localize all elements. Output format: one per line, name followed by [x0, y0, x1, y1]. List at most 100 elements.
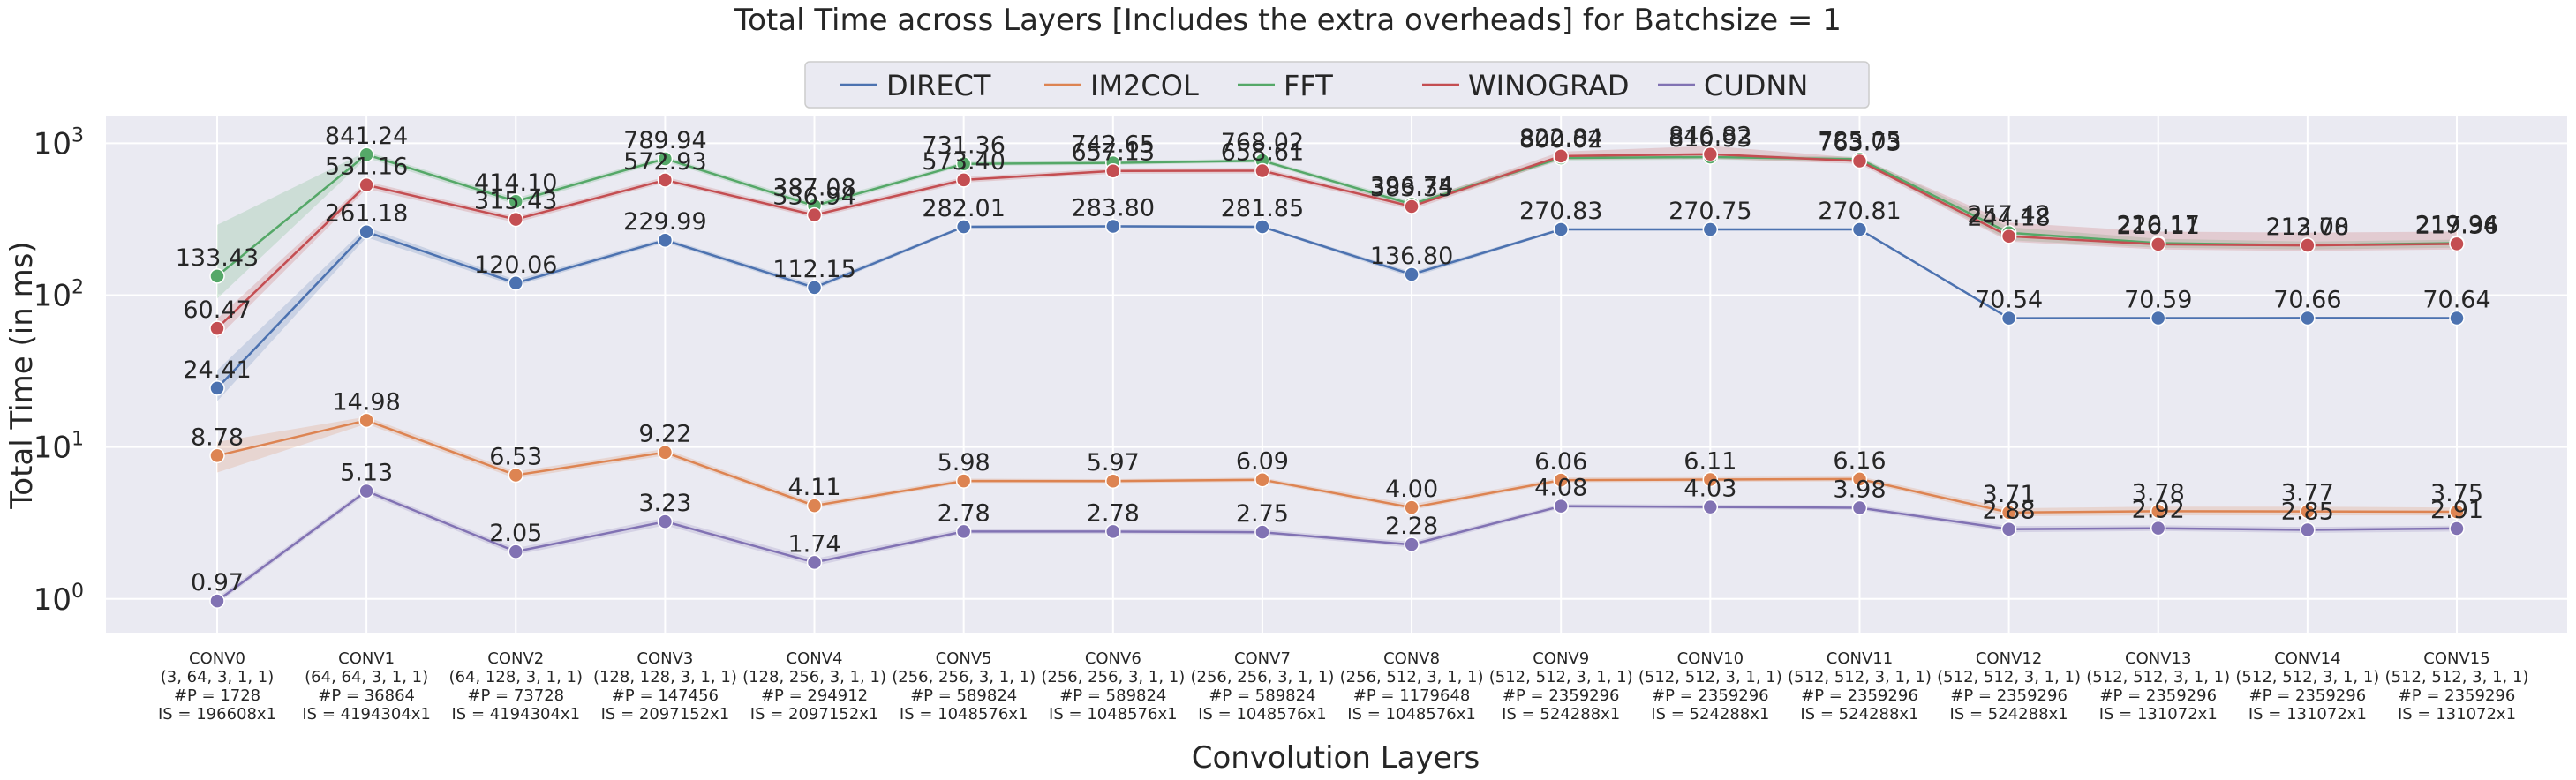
im2col-value-label: 4.00 [1385, 476, 1438, 503]
im2col-value-label: 14.98 [332, 388, 400, 416]
direct-point [1851, 221, 1868, 237]
fft-value-label: 213.08 [2266, 214, 2349, 241]
winograd-value-label: 658.61 [1221, 139, 1304, 167]
im2col-point [806, 498, 823, 514]
winograd-point [1404, 199, 1420, 214]
winograd-point [1254, 162, 1270, 179]
x-axis-ticks: CONV0 (3, 64, 3, 1, 1) #P = 1728 IS = 19660… [158, 649, 2528, 724]
cudnn-value-label: 2.75 [1236, 500, 1289, 528]
cudnn-point [2449, 521, 2465, 536]
winograd-value-label: 383.35 [1370, 175, 1453, 202]
x-tick-label: CONV0 (3, 64, 3, 1, 1) #P = 1728 IS = 19660… [158, 649, 276, 724]
cudnn-value-label: 2.88 [1983, 498, 2036, 525]
direct-value-label: 229.99 [623, 208, 706, 236]
x-tick-label: CONV8 (256, 512, 3, 1, 1) #P = 1179648 IS =… [1340, 649, 1484, 724]
x-tick-label: CONV6 (256, 256, 3, 1, 1) #P = 589824 IS = … [1041, 649, 1185, 724]
direct-point [1404, 266, 1420, 282]
winograd-value-label: 315.43 [474, 188, 557, 215]
fft-legend-label: FFT [1284, 69, 1333, 102]
direct-value-label: 261.18 [325, 200, 408, 228]
x-tick-label: CONV3 (128, 128, 3, 1, 1) #P = 147456 IS = … [593, 649, 737, 724]
series-lines [216, 153, 2458, 603]
cudnn-value-label: 2.78 [1087, 499, 1140, 527]
direct-value-label: 24.41 [183, 356, 251, 384]
direct-value-label: 120.06 [474, 251, 557, 279]
cudnn-point [1254, 524, 1270, 540]
fft-point [508, 193, 524, 209]
winograd-point [2449, 236, 2465, 252]
cudnn-point [508, 544, 524, 559]
cudnn-value-label: 1.74 [787, 530, 840, 558]
y-axis-label: Total Time (in ms) [4, 241, 40, 509]
winograd-point [209, 320, 225, 336]
direct-point [1702, 221, 1719, 237]
cudnn-point [657, 514, 674, 529]
winograd-value-label: 846.82 [1668, 123, 1751, 150]
cudnn-value-label: 2.05 [489, 520, 542, 547]
fft-value-label: 219.94 [2415, 212, 2498, 239]
winograd-value-label: 244.18 [1967, 205, 2050, 232]
winograd-point [2300, 237, 2316, 253]
direct-point [2300, 310, 2316, 326]
im2col-value-label: 6.06 [1534, 448, 1587, 476]
cudnn-value-label: 2.85 [2281, 498, 2334, 525]
winograd-point [1851, 153, 1868, 169]
im2col-value-label: 8.78 [191, 424, 244, 451]
fft-point [358, 146, 374, 162]
winograd-point [508, 211, 524, 228]
fft-value-label: 789.94 [623, 127, 706, 154]
winograd-point [1553, 148, 1569, 164]
direct-value-label: 283.80 [1072, 194, 1155, 221]
fft-value-label: 841.24 [325, 123, 408, 150]
fft-point [657, 151, 674, 167]
x-tick-label: CONV12 (512, 512, 3, 1, 1) #P = 2359296 IS … [1937, 649, 2081, 724]
winograd-point [358, 176, 374, 193]
y-tick-label: 100 [34, 581, 84, 618]
winograd-value-label: 822.84 [1519, 124, 1602, 152]
winograd-value-label: 212.70 [2266, 214, 2349, 241]
fft-point [209, 268, 225, 284]
x-tick-label: CONV13 (512, 512, 3, 1, 1) #P = 2359296 IS … [2086, 649, 2230, 724]
fft-value-label: 396.74 [1370, 172, 1453, 199]
fft-line [216, 153, 2458, 277]
cudnn-value-label: 5.13 [340, 460, 393, 487]
direct-value-label: 281.85 [1221, 195, 1304, 222]
winograd-point [657, 172, 674, 188]
winograd-legend-label: WINOGRAD [1468, 69, 1629, 102]
direct-value-label: 270.83 [1519, 198, 1602, 225]
direct-value-label: 270.75 [1668, 198, 1751, 225]
cudnn-value-label: 3.98 [1833, 476, 1886, 504]
direct-value-label: 282.01 [922, 195, 1005, 222]
legend: DIRECT IM2COL FFT WINOGRAD CUDNN [804, 61, 1870, 109]
im2col-value-label: 5.97 [1087, 449, 1140, 476]
winograd-point [1702, 146, 1719, 162]
x-tick-label: CONV7 (256, 256, 3, 1, 1) #P = 589824 IS = … [1190, 649, 1334, 724]
im2col-value-label: 3.77 [2281, 480, 2334, 507]
direct-point [209, 380, 225, 396]
im2col-value-label: 9.22 [638, 421, 691, 448]
fft-band [217, 151, 2457, 299]
direct-legend-label: DIRECT [886, 69, 991, 102]
x-tick-label: CONV4 (128, 256, 3, 1, 1) #P = 294912 IS = … [742, 649, 886, 724]
direct-point [1254, 219, 1270, 235]
cudnn-point [209, 593, 225, 609]
cudnn-point [1702, 499, 1719, 515]
im2col-point [358, 412, 374, 429]
direct-point [2000, 310, 2017, 326]
direct-value-label: 70.59 [2124, 287, 2192, 314]
cudnn-value-label: 2.28 [1385, 513, 1438, 540]
direct-value-label: 270.81 [1818, 198, 1901, 225]
cudnn-value-label: 4.08 [1534, 475, 1587, 502]
direct-value-label: 70.66 [2273, 286, 2341, 313]
winograd-value-label: 657.13 [1072, 139, 1155, 167]
im2col-value-label: 3.75 [2430, 480, 2483, 507]
direct-point [1553, 221, 1569, 237]
direct-line [216, 225, 2458, 389]
direct-point [2150, 310, 2166, 326]
x-tick-label: CONV5 (256, 256, 3, 1, 1) #P = 589824 IS = … [892, 649, 1036, 724]
winograd-point [806, 206, 823, 223]
im2col-value-label: 5.98 [938, 449, 990, 476]
winograd-value-label: 216.11 [2116, 213, 2199, 240]
cudnn-point [1553, 498, 1569, 514]
